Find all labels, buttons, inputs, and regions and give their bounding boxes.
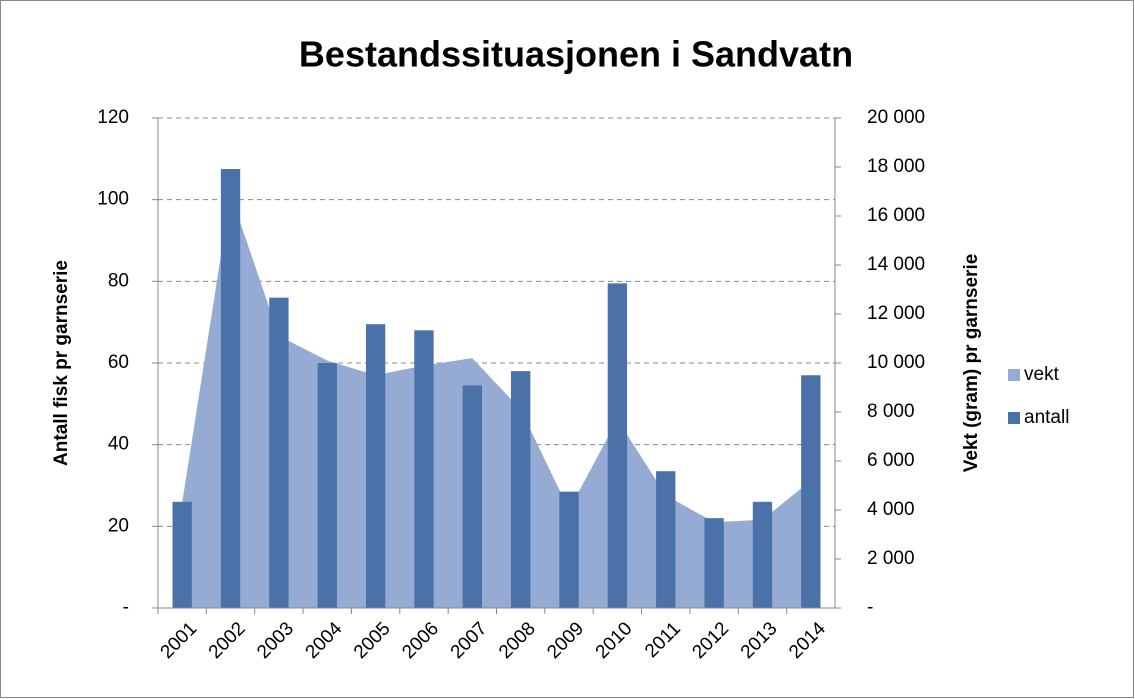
y2-tick-label: 12 000 bbox=[867, 303, 925, 324]
bar bbox=[365, 324, 386, 608]
y2-tick-label: 18 000 bbox=[867, 156, 925, 177]
bar bbox=[462, 385, 482, 608]
y2-tick-label: 2 000 bbox=[867, 548, 915, 569]
y-tick-label: 20 bbox=[108, 515, 129, 536]
y-tick-label: 60 bbox=[108, 352, 129, 373]
bar bbox=[414, 330, 434, 608]
y-axis-title: Antall fisk pr garnserie bbox=[51, 260, 72, 466]
legend-label: antall bbox=[1024, 407, 1069, 428]
legend-swatch bbox=[1008, 369, 1020, 381]
y2-tick-label: 16 000 bbox=[867, 205, 925, 226]
y2-axis-title: Vekt (gram) pr garnserie bbox=[961, 254, 982, 473]
area bbox=[182, 193, 811, 608]
bar bbox=[220, 169, 241, 608]
bar bbox=[559, 491, 579, 608]
y2-tick-label: - bbox=[867, 597, 873, 618]
y-tick-label: 40 bbox=[108, 434, 129, 455]
y2-tick-label: 20 000 bbox=[867, 107, 925, 128]
y-tick-label: 80 bbox=[108, 270, 129, 291]
y-tick-label: - bbox=[123, 597, 129, 618]
bar bbox=[752, 501, 773, 608]
y2-tick-label: 6 000 bbox=[867, 450, 915, 471]
y2-tick-label: 10 000 bbox=[867, 352, 925, 373]
bar bbox=[801, 375, 821, 608]
bar bbox=[704, 518, 724, 608]
chart-title: Bestandssituasjonen i Sandvatn bbox=[299, 34, 853, 75]
bar bbox=[172, 501, 192, 608]
y2-tick-label: 4 000 bbox=[867, 499, 915, 520]
bar bbox=[607, 283, 628, 608]
legend-label: vekt bbox=[1024, 364, 1060, 385]
y2-tick-label: 8 000 bbox=[867, 401, 915, 422]
bar bbox=[511, 371, 531, 608]
y-tick-label: 120 bbox=[97, 107, 129, 128]
bar bbox=[269, 297, 289, 608]
y2-tick-label: 14 000 bbox=[867, 254, 925, 275]
legend-swatch bbox=[1008, 412, 1020, 424]
bar bbox=[656, 471, 676, 608]
y-tick-label: 100 bbox=[97, 189, 129, 210]
bar bbox=[317, 363, 337, 608]
